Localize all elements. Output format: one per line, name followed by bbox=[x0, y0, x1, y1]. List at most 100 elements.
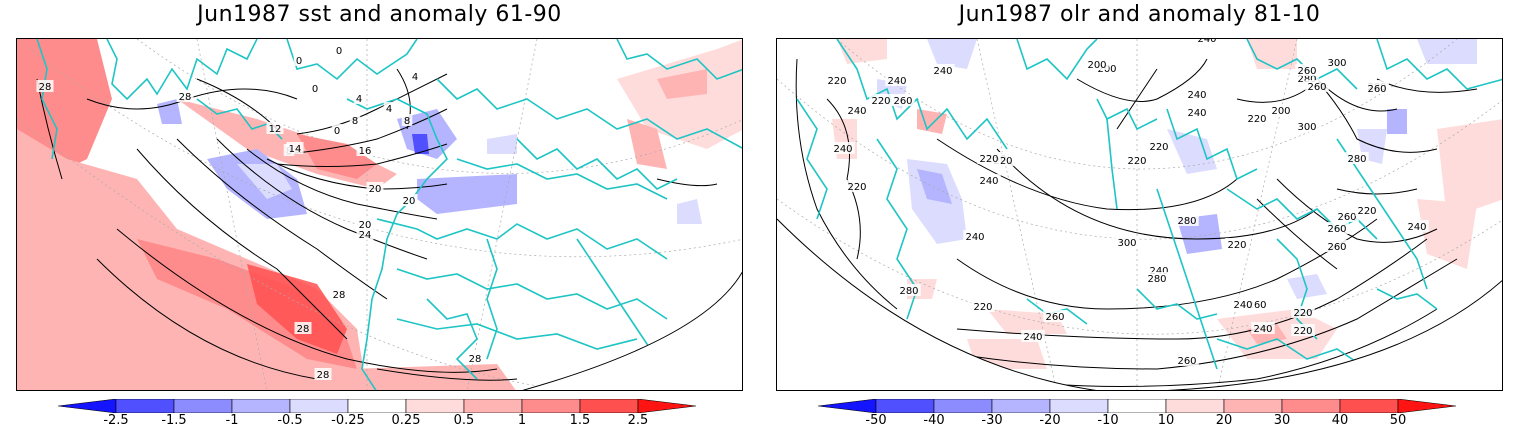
sst-colorbar-tick-label: 1 bbox=[517, 413, 527, 428]
olr-anomaly-colorbar: -50 -40 -30 -20 -10 10 20 30 40 50 bbox=[817, 398, 1463, 428]
olr-contour-label: 240 bbox=[1253, 324, 1272, 335]
sst-colorbar-swatch bbox=[463, 398, 523, 414]
olr-contour-label: 240 bbox=[1187, 108, 1206, 119]
olr-contour-label: 240 bbox=[1233, 300, 1252, 311]
olr-contour-label: 260 bbox=[1177, 356, 1196, 367]
olr-colorbar-swatch bbox=[875, 398, 935, 414]
sst-contour-label: 20 bbox=[403, 196, 416, 207]
sst-colorbar-swatch bbox=[289, 398, 349, 414]
olr-contour-label: 280 bbox=[1297, 74, 1316, 85]
sst-contour-label: 28 bbox=[333, 290, 346, 301]
olr-colorbar-tick-label: -30 bbox=[981, 413, 1003, 428]
sst-contour-label: 0 bbox=[312, 84, 318, 95]
olr-colorbar-swatch bbox=[933, 398, 993, 414]
olr-colorbar-swatch bbox=[1049, 398, 1109, 414]
sst-contour-label: 24 bbox=[359, 230, 372, 241]
olr-contour-label: 240 bbox=[933, 66, 952, 77]
sst-colorbar-swatch bbox=[115, 398, 175, 414]
olr-contour-label: 240 bbox=[847, 106, 866, 117]
olr-contour-label: 220 bbox=[1227, 240, 1246, 251]
olr-contour-label: 240 bbox=[965, 232, 984, 243]
sst-anomaly-map: 282800004448881214162020202428282828 bbox=[16, 38, 743, 391]
olr-contour-label: 260 bbox=[1337, 212, 1356, 223]
sst-colorbar-tick-label: -1.5 bbox=[161, 413, 187, 428]
olr-contour-label: 280 bbox=[1177, 216, 1196, 227]
sst-contour-label: 16 bbox=[359, 146, 372, 157]
olr-colorbar-tick-label: 50 bbox=[1389, 413, 1407, 428]
olr-colorbar-arrow-low bbox=[817, 398, 877, 414]
sst-contour-label: 28 bbox=[317, 370, 330, 381]
olr-colorbar-tick-label: -40 bbox=[923, 413, 945, 428]
olr-contour-label: 260 bbox=[1297, 66, 1316, 77]
sst-contour-label: 0 bbox=[334, 126, 340, 137]
olr-anomaly-map: 2402202402402002402402202602602402202202… bbox=[776, 38, 1503, 391]
olr-contour-label: 240 bbox=[1023, 332, 1042, 343]
sst-contour-label: 28 bbox=[39, 82, 52, 93]
olr-contour-label: 260 bbox=[1327, 224, 1346, 235]
sst-colorbar-tick-label: -0.5 bbox=[277, 413, 303, 428]
olr-colorbar-swatch bbox=[1281, 398, 1341, 414]
sst-contour-label: 0 bbox=[296, 56, 302, 67]
sst-colorbar-tick-label: -2.5 bbox=[103, 413, 129, 428]
olr-contour-label: 240 bbox=[1197, 39, 1216, 45]
olr-contour-label: 300 bbox=[1297, 122, 1316, 133]
olr-contour-label: 220 bbox=[993, 156, 1012, 167]
olr-contour-label: 280 bbox=[899, 286, 918, 297]
sst-contour-label: 28 bbox=[469, 354, 482, 365]
sst-contour-label: 28 bbox=[297, 324, 310, 335]
olr-colorbar-swatch bbox=[991, 398, 1051, 414]
sst-colorbar-swatch bbox=[405, 398, 465, 414]
sst-anomaly-colorbar: -2.5 -1.5 -1 -0.5 -0.25 0.25 0.5 1 1.5 2.5 bbox=[57, 398, 703, 428]
sst-colorbar-swatch bbox=[173, 398, 233, 414]
olr-colorbar-arrow-high bbox=[1397, 398, 1457, 414]
sst-colorbar-tick-label: -1 bbox=[225, 413, 239, 428]
olr-colorbar-tick-label: 30 bbox=[1273, 413, 1291, 428]
olr-contour-label: 260 bbox=[1367, 84, 1386, 95]
olr-contour-label: 240 bbox=[979, 176, 998, 187]
olr-colorbar-tick-label: 10 bbox=[1157, 413, 1175, 428]
olr-contour-label: 240 bbox=[887, 76, 906, 87]
olr-colorbar-tick-label: 20 bbox=[1215, 413, 1233, 428]
olr-contour-label: 220 bbox=[1293, 326, 1312, 337]
sst-colorbar-arrow-low bbox=[57, 398, 117, 414]
olr-contour-label: 200 bbox=[1087, 60, 1106, 71]
sst-colorbar-swatch bbox=[231, 398, 291, 414]
sst-contour-label: 12 bbox=[269, 124, 282, 135]
sst-contour-label: 8 bbox=[352, 116, 358, 127]
olr-contour-label: 220 bbox=[973, 302, 992, 313]
olr-contour-label: 200 bbox=[1271, 106, 1290, 117]
sst-contour-label: 4 bbox=[412, 72, 418, 83]
left-map-title: Jun1987 sst and anomaly 61-90 bbox=[197, 2, 562, 27]
sst-colorbar-arrow-high bbox=[637, 398, 697, 414]
sst-colorbar-swatch bbox=[579, 398, 639, 414]
olr-contour-label: 240 bbox=[1187, 90, 1206, 101]
olr-contour-label: 220 bbox=[1247, 114, 1266, 125]
olr-contour-label: 220 bbox=[1357, 206, 1376, 217]
sst-contour-label: 28 bbox=[179, 92, 192, 103]
olr-colorbar-swatch bbox=[1223, 398, 1283, 414]
olr-contour-label: 260 bbox=[1247, 300, 1266, 311]
sst-contour-label: 20 bbox=[359, 220, 372, 231]
right-map-title: Jun1987 olr and anomaly 81-10 bbox=[958, 2, 1321, 27]
sst-contour-label: 0 bbox=[336, 46, 342, 57]
sst-colorbar-tick-label: 1.5 bbox=[569, 413, 591, 428]
olr-colorbar-swatch bbox=[1339, 398, 1399, 414]
olr-contour-label: 220 bbox=[871, 96, 890, 107]
olr-contour-label: 220 bbox=[1127, 156, 1146, 167]
olr-contour-label: 220 bbox=[827, 76, 846, 87]
olr-contour-label: 280 bbox=[1147, 274, 1166, 285]
olr-contour-label: 260 bbox=[893, 96, 912, 107]
olr-contour-label: 220 bbox=[979, 154, 998, 165]
olr-contour-label: 240 bbox=[1407, 222, 1426, 233]
olr-contour-label: 240 bbox=[1149, 266, 1168, 277]
sst-contour-label: 8 bbox=[404, 116, 410, 127]
olr-contour-label: 220 bbox=[847, 182, 866, 193]
olr-colorbar-swatch bbox=[1107, 398, 1167, 414]
olr-contour-label: 300 bbox=[1327, 58, 1346, 69]
sst-colorbar-swatch bbox=[347, 398, 407, 414]
olr-contour-label: 260 bbox=[1045, 312, 1064, 323]
olr-contour-label: 240 bbox=[833, 144, 852, 155]
olr-colorbar-swatch bbox=[1165, 398, 1225, 414]
sst-colorbar-tick-label: -0.25 bbox=[331, 413, 365, 428]
olr-contour-label: 280 bbox=[1347, 154, 1366, 165]
